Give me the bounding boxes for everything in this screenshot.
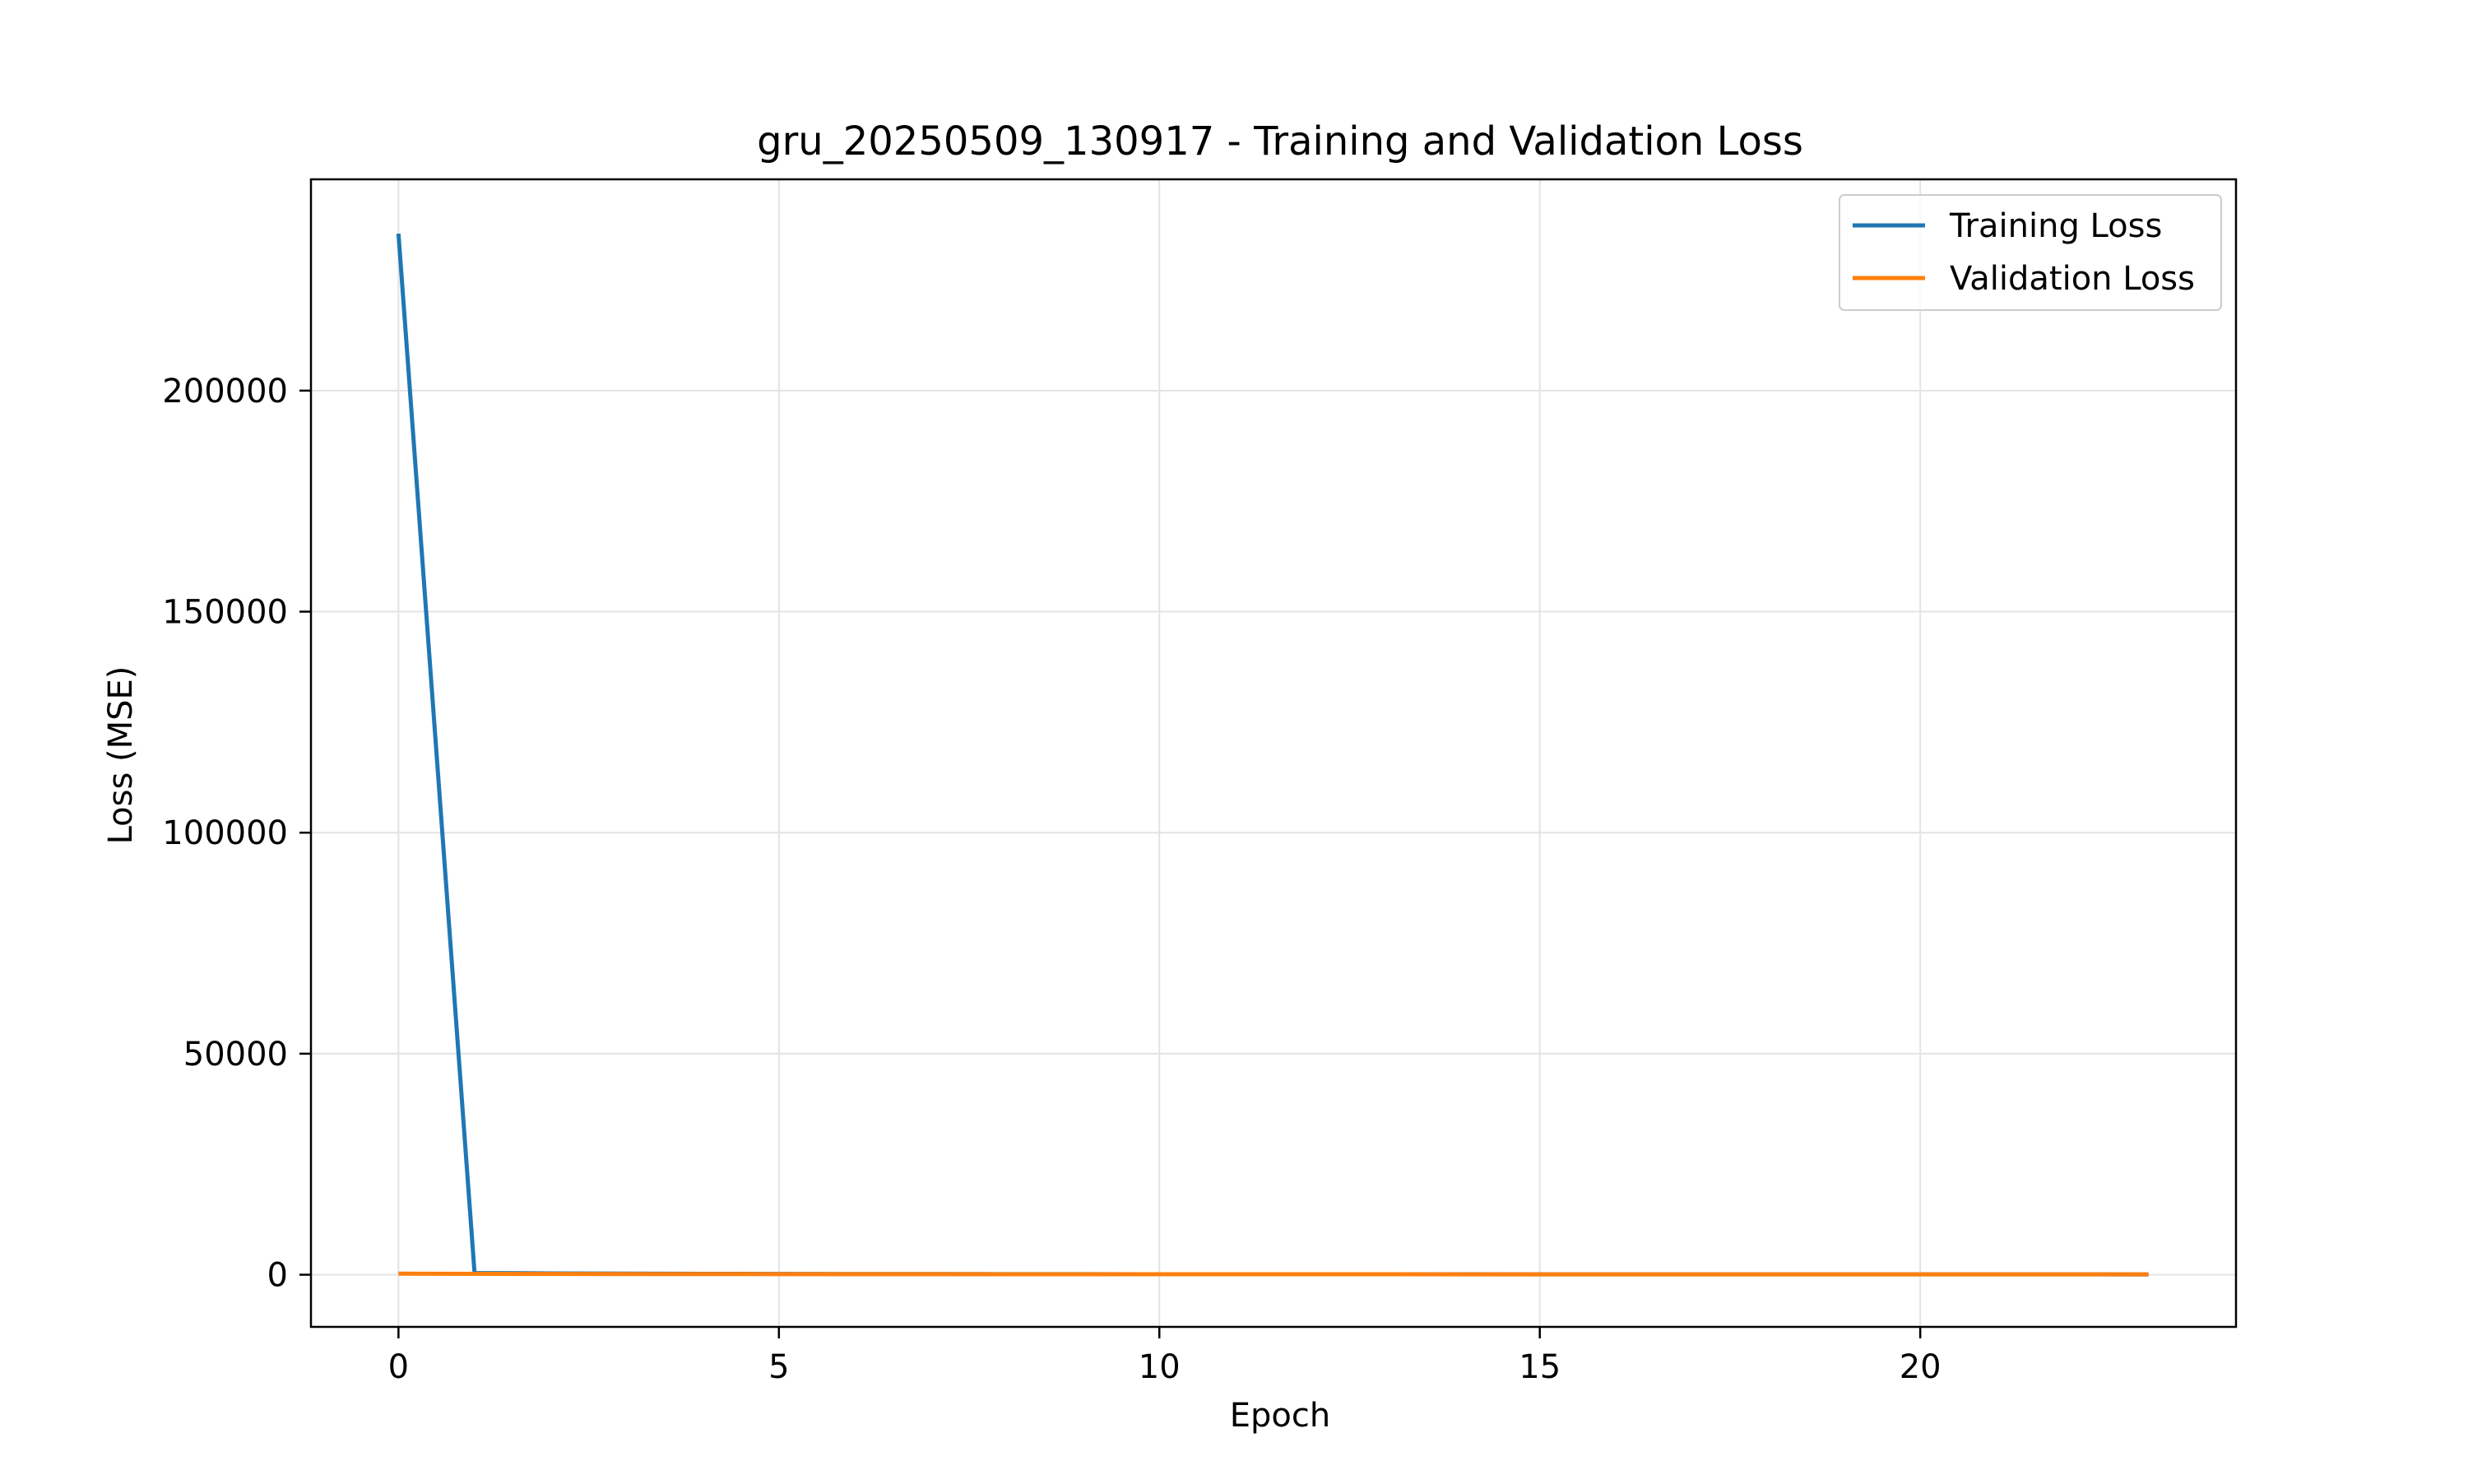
legend-label-validation: Validation Loss [1950, 260, 2195, 298]
x-tick-label: 20 [1900, 1348, 1941, 1386]
x-axis-label: Epoch [1230, 1397, 1330, 1435]
chart-title: gru_20250509_130917 - Training and Valid… [757, 118, 1803, 165]
x-tick-label: 15 [1519, 1348, 1561, 1386]
series-layer [396, 233, 2149, 1277]
y-axis-label: Loss (MSE) [102, 666, 140, 845]
legend: Training Loss Validation Loss [1839, 194, 2222, 311]
axes-frame [309, 178, 2238, 1329]
tick-layer: 0 5 10 15 20 0 50000 100000 150000 200000 [162, 373, 1941, 1386]
y-tick-label: 100000 [162, 814, 288, 852]
series-line-validation-loss [398, 1271, 2149, 1277]
x-tick-label: 5 [768, 1348, 789, 1386]
x-tick-label: 10 [1139, 1348, 1181, 1386]
y-tick-label: 0 [267, 1257, 288, 1295]
y-tick-label: 200000 [162, 373, 288, 410]
x-tick-label: 0 [388, 1348, 409, 1386]
legend-box [1839, 194, 2222, 311]
y-tick-label: 50000 [183, 1036, 288, 1074]
y-tick-label: 150000 [162, 594, 288, 632]
legend-label-training: Training Loss [1949, 207, 2162, 245]
